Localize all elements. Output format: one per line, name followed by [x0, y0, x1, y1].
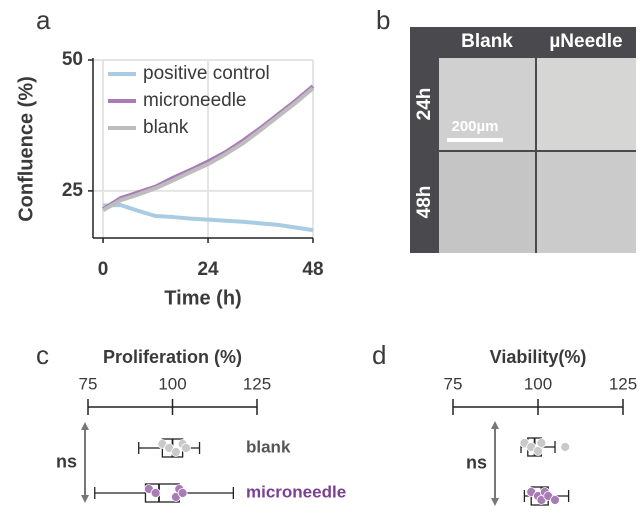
annotation: ns — [466, 452, 487, 472]
x-axis-label: Time (h) — [164, 287, 241, 309]
box-chart: Viability(%) 75 100 125 ns — [444, 347, 637, 506]
data-point — [536, 438, 547, 448]
panel-label: a — [36, 5, 51, 35]
arrow-head — [81, 495, 89, 503]
x-tick-label: 125 — [609, 374, 637, 393]
x-tick-label: 48 — [302, 259, 323, 280]
category-label: blank — [246, 437, 291, 456]
arrow-head — [81, 422, 89, 430]
annotation: ns — [56, 451, 77, 471]
data-point — [560, 442, 571, 452]
data-point — [170, 447, 181, 457]
series-line — [103, 203, 314, 233]
chart-title: Viability(%) — [490, 347, 587, 367]
data-point — [177, 488, 188, 498]
x-tick-label: 125 — [243, 374, 271, 393]
category-label: microneedle — [246, 482, 346, 501]
legend-label: positive control — [143, 63, 270, 84]
data-point — [150, 488, 161, 498]
y-axis-label: Confluence (%) — [15, 76, 37, 222]
y-tick-label: 25 — [62, 180, 84, 201]
panel-label: d — [372, 340, 386, 370]
micrograph — [537, 152, 636, 253]
x-tick-label: 75 — [444, 374, 463, 393]
line-chart: 25 50 0 24 48 Time (h) Confluence (%) positive … — [15, 49, 323, 309]
box-chart: Proliferation (%) 75 100 125 blank microneedl… — [56, 347, 346, 503]
row-header: 48h — [414, 186, 435, 219]
legend-label: microneedle — [143, 90, 247, 111]
micrograph — [537, 58, 636, 150]
panel-label: c — [36, 340, 49, 370]
chart-title: Proliferation (%) — [103, 347, 242, 367]
scale-bar-label: 200µm — [451, 118, 498, 135]
x-tick-label: 24 — [197, 259, 219, 280]
y-tick-label: 50 — [62, 49, 83, 70]
micrograph — [439, 152, 535, 253]
micrograph — [439, 58, 535, 150]
x-tick-label: 100 — [524, 374, 552, 393]
row-header: 24h — [414, 88, 435, 121]
arrow-head — [491, 421, 499, 429]
x-tick-label: 75 — [79, 374, 98, 393]
data-point — [181, 443, 191, 453]
column-header: µNeedle — [549, 31, 622, 52]
data-point — [550, 495, 560, 505]
x-tick-label: 100 — [158, 374, 186, 393]
column-header: Blank — [461, 31, 513, 52]
legend-label: blank — [143, 117, 189, 138]
arrow-head — [491, 498, 499, 506]
panel-label: b — [376, 5, 390, 35]
x-tick-label: 0 — [98, 259, 109, 280]
image-panel: Blank µNeedle 24h 48h 200µm — [410, 27, 636, 253]
series-line — [102, 86, 315, 212]
